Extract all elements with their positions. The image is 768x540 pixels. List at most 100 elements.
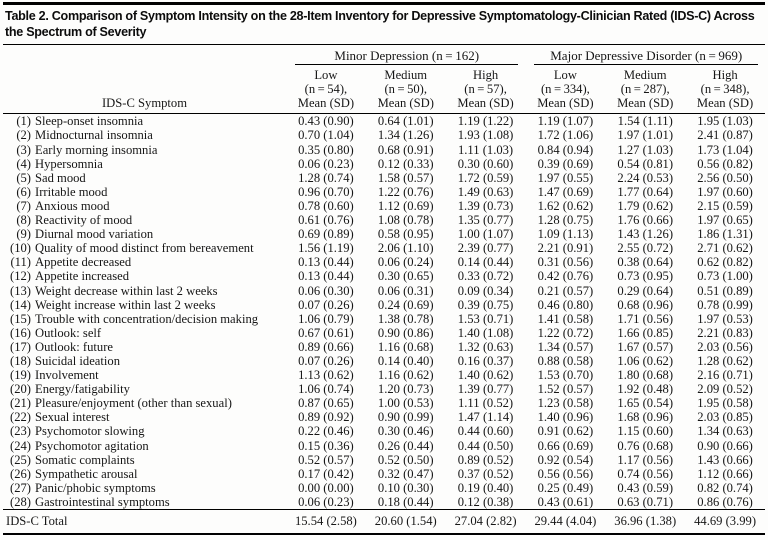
table-row: (3) Early morning insomnia 0.35 (0.80) 0.68…: [3, 143, 765, 157]
value-cell: 0.33 (0.72): [457, 269, 514, 284]
value-cell: 1.35 (0.77): [457, 213, 514, 228]
value-cell: 0.51 (0.89): [697, 283, 753, 298]
value-cell: 1.06 (0.62): [617, 353, 674, 368]
table-row: (5) Sad mood 1.28 (0.74) 1.58 (0.57) 1.72 (0…: [3, 171, 765, 185]
value-cell: 1.40 (0.62): [457, 368, 514, 383]
table-title: Table 2. Comparison of Symptom Intensity…: [3, 5, 765, 45]
value-cell: 0.46 (0.80): [537, 297, 594, 312]
value-cell: 1.27 (1.03): [617, 142, 674, 157]
row-label: Diurnal mood variation: [35, 227, 154, 242]
value-cell: 1.32 (0.63): [457, 339, 514, 354]
row-number: (2): [16, 128, 31, 143]
group-label-minor: Minor Depression (n = 162): [295, 47, 519, 66]
row-label: Psychomotor slowing: [35, 424, 145, 439]
value-cell: 0.90 (0.86): [377, 325, 434, 340]
value-cell: 2.21 (0.91): [537, 241, 594, 256]
value-cell: 0.64 (1.01): [377, 114, 434, 129]
table-row: (25) Somatic complaints 0.52 (0.57) 0.52 (0…: [3, 453, 765, 467]
table-row: (27) Panic/phobic symptoms 0.00 (0.00) 0.10…: [3, 481, 765, 495]
total-row: IDS-C Total 15.54 (2.58) 20.60 (1.54) 27.0…: [3, 509, 765, 534]
value-cell: 1.38 (0.78): [377, 311, 434, 326]
value-cell: 1.12 (0.66): [697, 466, 753, 481]
row-number: (27): [10, 480, 31, 495]
value-cell: 0.61 (0.76): [298, 213, 354, 228]
table-row: (15) Trouble with concentration/decision …: [3, 312, 765, 326]
value-cell: 0.44 (0.60): [457, 424, 514, 439]
value-cell: 0.54 (0.81): [617, 156, 674, 171]
value-cell: 0.67 (0.61): [298, 325, 354, 340]
symptom-cell: (2) Midnocturnal insomnia: [3, 128, 286, 142]
value-cell: 1.15 (0.60): [617, 424, 674, 439]
symptom-cell: (7) Anxious mood: [3, 199, 286, 213]
row-label: Sad mood: [35, 170, 86, 185]
value-cell: 1.20 (0.73): [377, 382, 434, 397]
value-cell: 1.34 (1.26): [377, 128, 434, 143]
symptom-cell: (27) Panic/phobic symptoms: [3, 481, 286, 495]
column-header: High (n = 348), Mean (SD): [685, 65, 765, 115]
value-cell: 0.14 (0.44): [457, 255, 514, 270]
row-number: (26): [10, 466, 31, 481]
group-header-major: Major Depressive Disorder (n = 969): [525, 45, 765, 66]
value-cell: 2.24 (0.53): [617, 170, 674, 185]
value-cell: 0.73 (0.95): [617, 269, 674, 284]
value-cell: 1.71 (0.56): [617, 311, 674, 326]
column-header-line: (n = 348),: [700, 82, 750, 97]
value-cell: 0.10 (0.30): [377, 480, 434, 495]
column-header-line: Low: [553, 68, 577, 83]
value-cell: 0.30 (0.46): [377, 424, 434, 439]
symptom-cell: (6) Irritable mood: [3, 185, 286, 199]
value-cell: 2.41 (0.87): [697, 128, 753, 143]
column-header-line: (n = 334),: [540, 82, 590, 97]
value-cell: 1.62 (0.62): [537, 198, 594, 213]
symptom-cell: (18) Suicidal ideation: [3, 354, 286, 368]
value-cell: 1.41 (0.58): [537, 311, 594, 326]
value-cell: 1.08 (0.78): [377, 213, 434, 228]
row-label: Trouble with concentration/decision maki…: [35, 311, 259, 326]
symptom-cell: (12) Appetite increased: [3, 269, 286, 283]
row-number: (21): [10, 396, 31, 411]
value-cell: 1.00 (0.53): [377, 396, 434, 411]
table-row: (22) Sexual interest 0.89 (0.92) 0.90 (0.99…: [3, 410, 765, 424]
row-label: Appetite increased: [35, 269, 130, 284]
column-header-line: (n = 57),: [464, 82, 507, 97]
value-cell: 0.96 (0.70): [298, 184, 354, 199]
value-cell: 1.28 (0.75): [537, 213, 594, 228]
value-cell: 0.06 (0.30): [298, 283, 354, 298]
value-cell: 2.39 (0.77): [457, 241, 514, 256]
value-cell: 1.67 (0.57): [617, 339, 674, 354]
value-cell: 1.22 (0.72): [537, 325, 594, 340]
value-cell: 0.13 (0.44): [298, 269, 354, 284]
value-cell: 2.21 (0.83): [697, 325, 753, 340]
row-number: (14): [10, 297, 31, 312]
row-label: Somatic complaints: [35, 452, 135, 467]
column-header-line: (n = 50),: [384, 82, 428, 97]
table-row: (7) Anxious mood 0.78 (0.60) 1.12 (0.69) 1.3…: [3, 199, 765, 213]
value-cell: 0.92 (0.54): [537, 452, 594, 467]
symptom-cell: (8) Reactivity of mood: [3, 213, 286, 227]
column-header-line: (n = 54),: [304, 82, 348, 97]
value-cell: 1.56 (1.19): [298, 241, 354, 256]
row-label: Energy/fatigability: [35, 382, 130, 397]
value-cell: 1.06 (0.79): [298, 311, 354, 326]
value-cell: 0.21 (0.57): [537, 283, 594, 298]
value-cell: 1.54 (1.11): [617, 114, 673, 129]
symptom-cell: (13) Weight decrease within last 2 weeks: [3, 284, 286, 298]
value-cell: 2.56 (0.50): [697, 170, 753, 185]
value-cell: 0.39 (0.75): [457, 297, 514, 312]
value-cell: 2.03 (0.56): [697, 339, 753, 354]
row-number: (11): [10, 255, 31, 270]
value-cell: 0.44 (0.50): [457, 438, 514, 453]
column-header: Medium (n = 50), Mean (SD): [365, 65, 446, 115]
value-cell: 0.84 (0.94): [537, 142, 594, 157]
row-label: Outlook: future: [35, 339, 113, 354]
column-header-line: Mean (SD): [617, 96, 674, 111]
value-cell: 0.19 (0.40): [457, 480, 514, 495]
column-header: High (n = 57), Mean (SD): [445, 65, 526, 115]
table-row: (23) Psychomotor slowing 0.22 (0.46) 0.30 (…: [3, 424, 765, 438]
row-label: Suicidal ideation: [35, 353, 120, 368]
value-cell: 0.06 (0.31): [377, 283, 434, 298]
value-cell: 0.07 (0.26): [298, 297, 354, 312]
value-cell: 0.22 (0.46): [298, 424, 354, 439]
value-cell: 0.90 (0.99): [377, 410, 434, 425]
table-row: (2) Midnocturnal insomnia 0.70 (1.04) 1.34 …: [3, 128, 765, 142]
